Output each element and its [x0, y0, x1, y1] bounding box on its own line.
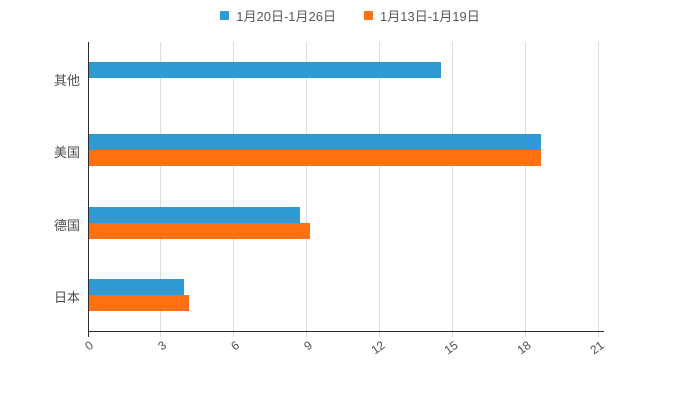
x-tick-label: 9 — [301, 338, 315, 354]
legend-label: 1月20日-1月26日 — [236, 9, 336, 24]
gridline — [378, 42, 380, 337]
y-axis-line — [88, 42, 89, 337]
gridline — [160, 42, 162, 337]
legend-label: 1月13日-1月19日 — [380, 9, 480, 24]
gridline — [306, 42, 308, 337]
x-tick-label: 18 — [514, 338, 534, 358]
bar-series2-日本[interactable] — [89, 294, 189, 311]
y-category-label: 日本 — [53, 289, 80, 305]
legend: 1月20日-1月26日 1月13日-1月19日 — [0, 6, 700, 25]
x-axis-line — [88, 331, 604, 332]
legend-swatch-icon — [220, 11, 230, 20]
bar-series1-德国[interactable] — [89, 206, 301, 223]
bar-series2-美国[interactable] — [89, 150, 541, 167]
bar-series1-其他[interactable] — [89, 62, 442, 79]
x-tick-label: 6 — [228, 338, 242, 354]
legend-swatch-icon — [364, 11, 373, 20]
y-category-label: 德国 — [53, 217, 80, 233]
gridline — [451, 42, 453, 337]
legend-item-series2[interactable]: 1月13日-1月19日 — [364, 6, 480, 25]
bar-series2-德国[interactable] — [89, 222, 310, 239]
gridline — [597, 42, 599, 337]
y-category-label: 美国 — [53, 145, 80, 161]
plot-area: 0 3 6 9 12 15 18 21 — [83, 42, 606, 357]
gridline — [524, 42, 526, 337]
x-tick-label: 15 — [441, 338, 461, 358]
y-category-label: 其他 — [53, 73, 80, 89]
x-tick-label: 12 — [368, 338, 388, 358]
x-tick-label: 0 — [82, 338, 97, 354]
bar-series1-日本[interactable] — [89, 278, 184, 295]
gridline — [233, 42, 235, 337]
legend-item-series1[interactable]: 1月20日-1月26日 — [220, 6, 336, 25]
x-tick-label: 3 — [155, 338, 170, 354]
bar-series1-美国[interactable] — [89, 134, 541, 151]
x-tick-label: 21 — [587, 338, 607, 358]
